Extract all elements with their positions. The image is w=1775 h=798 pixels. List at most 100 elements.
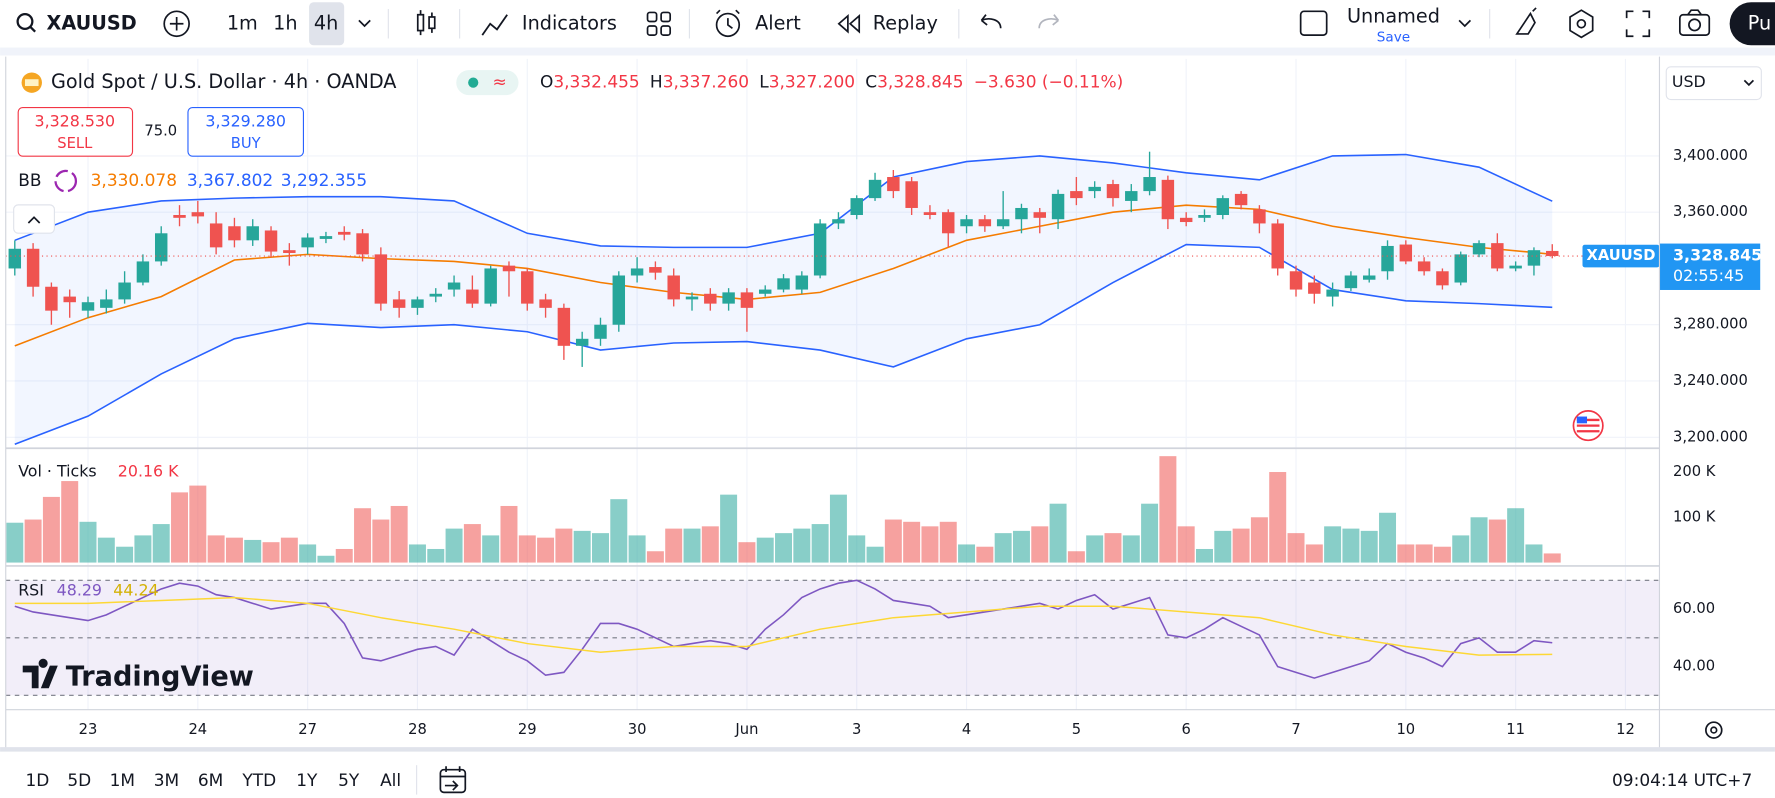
range-button[interactable]: 3M xyxy=(154,771,179,791)
range-button[interactable]: 1M xyxy=(110,771,135,791)
candle-body xyxy=(704,293,717,304)
range-button[interactable]: All xyxy=(380,771,401,791)
replay-button[interactable]: Replay xyxy=(873,11,938,34)
volume-bar xyxy=(628,535,646,563)
volume-bar xyxy=(976,546,994,563)
candle-body xyxy=(411,299,424,308)
interval[interactable]: 4h xyxy=(314,11,338,34)
volume-bar xyxy=(1049,503,1067,563)
layout-name[interactable]: Unnamed xyxy=(1347,4,1440,27)
undo[interactable] xyxy=(980,14,1002,29)
o-value: 3,332.455 xyxy=(553,73,639,93)
symbol-logo-bar xyxy=(24,79,39,87)
volume-bar xyxy=(610,499,628,563)
volume-bar xyxy=(1470,517,1488,563)
candle-body xyxy=(996,219,1010,227)
settings-icon[interactable] xyxy=(1569,9,1594,39)
candle-body xyxy=(1271,223,1284,269)
sell-label[interactable]: SELL xyxy=(57,135,93,152)
tv-logo-mark xyxy=(22,658,58,689)
price-tag xyxy=(1659,243,1761,290)
candle-body xyxy=(154,233,168,262)
volume-bar xyxy=(1012,530,1030,563)
date-range-icon[interactable] xyxy=(439,766,467,794)
axis-settings[interactable] xyxy=(1705,721,1723,739)
replay-icon[interactable] xyxy=(837,13,861,34)
bb-label: BB xyxy=(18,171,41,191)
currency[interactable]: USD xyxy=(1672,72,1706,91)
volume-bar xyxy=(152,524,170,563)
candle-body xyxy=(850,198,863,216)
volume-bar xyxy=(573,530,591,563)
settings-icon-dot xyxy=(1576,18,1587,29)
c-key: C xyxy=(865,73,877,93)
publish-label[interactable]: Pu xyxy=(1748,11,1771,34)
templates-icon[interactable] xyxy=(646,11,672,36)
interval[interactable]: 1h xyxy=(273,11,297,34)
layout-menu[interactable] xyxy=(1458,19,1472,28)
volume-bar xyxy=(1360,530,1378,563)
volume-bar xyxy=(134,535,152,563)
fullscreen[interactable] xyxy=(1625,10,1651,38)
candle-body xyxy=(484,268,497,304)
range-button[interactable]: 6M xyxy=(198,771,223,791)
alert-button[interactable]: Alert xyxy=(755,11,801,34)
volume-bar xyxy=(592,533,609,563)
interval[interactable]: 1m xyxy=(227,11,258,34)
range-button[interactable]: 1D xyxy=(25,771,49,791)
bb-middle-line xyxy=(14,204,1553,347)
candle-body xyxy=(264,230,278,252)
sell-button[interactable] xyxy=(17,106,134,157)
candle-body xyxy=(1143,177,1156,192)
search-icon[interactable] xyxy=(16,13,34,30)
snapshot[interactable] xyxy=(1678,9,1711,36)
candle-body xyxy=(356,233,369,255)
candle-body xyxy=(1527,250,1541,266)
compare-button[interactable] xyxy=(163,10,190,38)
delay-icon: ≈ xyxy=(492,73,506,93)
status-pill xyxy=(456,70,519,96)
quick-search[interactable] xyxy=(1515,7,1537,35)
volume-bar xyxy=(6,522,24,563)
o-key: O xyxy=(540,73,553,93)
layout-icon[interactable] xyxy=(1299,10,1328,36)
volume-bar xyxy=(445,528,463,563)
candle-body xyxy=(228,226,241,241)
sell-price[interactable]: 3,328.530 xyxy=(35,112,116,131)
chart-type-icon[interactable] xyxy=(416,10,436,36)
grid: 23 24 27 28 29 30 Jun 3 4 5 6 7 10 11 12 3,200.000 3,240… xyxy=(5,58,1748,738)
range-button[interactable]: 1Y xyxy=(296,771,318,791)
candle-body xyxy=(374,254,388,304)
currency-select[interactable] xyxy=(1665,66,1762,101)
time-label: 3 xyxy=(852,721,861,738)
buy-price[interactable]: 3,329.280 xyxy=(205,112,286,131)
collapse-legend[interactable] xyxy=(13,204,55,234)
alert-icon[interactable] xyxy=(715,9,741,38)
range-button[interactable]: 5D xyxy=(67,771,91,791)
redo[interactable] xyxy=(1038,14,1060,29)
buy-button[interactable] xyxy=(187,106,304,157)
event-flag-canton xyxy=(1576,416,1588,424)
bb-loading-icon xyxy=(54,169,78,193)
candle-body xyxy=(1289,271,1303,290)
candle-body xyxy=(301,237,314,248)
publish-button[interactable] xyxy=(1729,2,1775,46)
buy-label[interactable]: BUY xyxy=(231,135,262,152)
symbol[interactable]: XAUUSD xyxy=(46,11,136,34)
candle-body xyxy=(466,289,479,304)
candle-body xyxy=(1216,198,1230,216)
volume-bar xyxy=(280,537,298,563)
indicators-icon[interactable] xyxy=(481,14,508,36)
interval-menu[interactable] xyxy=(358,19,371,28)
range-button[interactable]: 5Y xyxy=(338,771,360,791)
clock[interactable]: 09:04:14 UTC+7 xyxy=(1612,771,1752,791)
save-label[interactable]: Save xyxy=(1377,29,1410,45)
price-pane xyxy=(8,151,1559,446)
indicators-button[interactable]: Indicators xyxy=(522,11,617,34)
volume-bar xyxy=(1342,528,1360,563)
symbol-tag xyxy=(1582,244,1660,268)
range-button[interactable]: YTD xyxy=(241,771,276,791)
rsi-line xyxy=(14,579,1553,679)
